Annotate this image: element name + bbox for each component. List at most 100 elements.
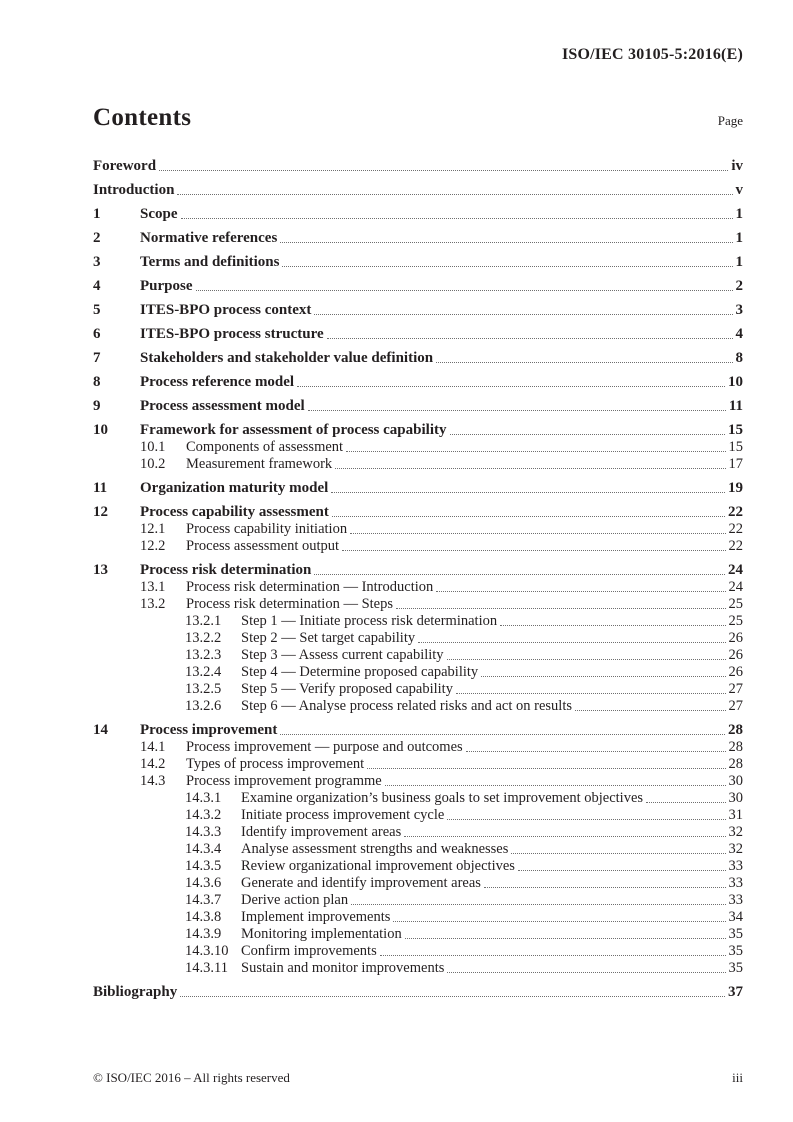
toc-entry-number: 14.3.10 (185, 943, 229, 959)
dot-leader (159, 170, 729, 171)
toc-entry-title: Purpose (140, 278, 193, 294)
toc-entry-number: 13.2.3 (185, 647, 222, 663)
dot-leader (646, 802, 726, 803)
toc-entry: 14.3.2 Initiate process improvement cycle… (93, 807, 743, 824)
dot-leader (314, 574, 725, 575)
toc-entry-page: 28 (728, 722, 743, 738)
toc-entry: 14.1 Process improvement — purpose and ou… (93, 739, 743, 756)
dot-leader (449, 434, 725, 435)
toc-entry-title: Measurement framework (186, 456, 333, 472)
toc-entry-title: Process capability assessment (140, 504, 329, 520)
toc-entry-page: 28 (728, 756, 744, 772)
toc-entry: 6 ITES-BPO process structure 4 (93, 326, 743, 343)
toc-entry-page: 27 (728, 681, 744, 697)
toc-entry-number: 14.3 (140, 773, 166, 789)
contents-header: Contents Page (93, 104, 743, 132)
toc-entry-page: 32 (728, 841, 744, 857)
toc-entry: 13.2.6 Step 6 — Analyse process related r… (93, 698, 743, 715)
toc-entry-page: 37 (728, 984, 743, 1000)
dot-leader (455, 693, 726, 694)
toc-entry: 2 Normative references 1 (93, 230, 743, 247)
toc-entry: Bibliography 37 (93, 984, 743, 1001)
toc-entry-page: 26 (728, 630, 744, 646)
dot-leader (436, 591, 726, 592)
page-column-label: Page (717, 113, 743, 128)
toc-entry-page: 28 (728, 739, 744, 755)
toc-entry-number: 13.2.6 (185, 698, 222, 714)
toc-entry-title: Process improvement programme (186, 773, 382, 789)
toc-entry-title: Stakeholders and stakeholder value defin… (140, 350, 434, 366)
toc-entry: 14.3.6 Generate and identify improvement … (93, 875, 743, 892)
toc-entry: 1 Scope 1 (93, 206, 743, 223)
toc-entry: 3 Terms and definitions 1 (93, 254, 743, 271)
toc-entry-page: 26 (728, 647, 744, 663)
toc-entry: 14.3.10 Confirm improvements 35 (93, 943, 743, 960)
dot-leader (447, 819, 726, 820)
dot-leader (481, 676, 726, 677)
toc-entry-title: Derive action plan (241, 892, 349, 908)
toc-entry: 14.3.4 Analyse assessment strengths and w… (93, 841, 743, 858)
toc-entry: Introduction v (93, 182, 743, 199)
toc-entry-number: 14.3.7 (185, 892, 222, 908)
dot-leader (465, 751, 726, 752)
toc-entry: Foreword iv (93, 158, 743, 175)
toc-entry-title: Implement improvements (241, 909, 391, 925)
toc-entry: 14.3.7 Derive action plan 33 (93, 892, 743, 909)
toc-entry-title: Foreword (93, 158, 157, 174)
toc-entry-number: 13.2.4 (185, 664, 222, 680)
dot-leader (447, 972, 726, 973)
toc-entry-number: 13.1 (140, 579, 166, 595)
dot-leader (342, 550, 726, 551)
toc-entry-page: 22 (728, 521, 744, 537)
toc-entry-page: 24 (728, 562, 743, 578)
toc-entry: 12 Process capability assessment 22 (93, 504, 743, 521)
toc-entry-number: 14.3.4 (185, 841, 222, 857)
toc-entry-page: iv (731, 158, 743, 174)
toc-entry-number: 11 (93, 480, 108, 496)
toc-entry-number: 13.2 (140, 596, 166, 612)
toc-entry-page: 27 (728, 698, 744, 714)
toc-entry: 10.1 Components of assessment 15 (93, 439, 743, 456)
toc-entry-page: 22 (728, 538, 744, 554)
toc-entry-page: 3 (735, 302, 744, 318)
toc-entry-page: 24 (728, 579, 744, 595)
toc-list: Foreword iv Introduction v 1 Scope 1 2 Normative… (93, 151, 743, 1001)
toc-entry-title: Process risk determination — Introductio… (186, 579, 434, 595)
toc-entry-number: 14.3.9 (185, 926, 222, 942)
toc-entry: 9 Process assessment model 11 (93, 398, 743, 415)
dot-leader (393, 921, 726, 922)
toc-entry-title: Process reference model (140, 374, 295, 390)
toc-entry-title: Bibliography (93, 984, 178, 1000)
toc-entry-title: Process risk determination — Steps (186, 596, 394, 612)
toc-entry-number: 1 (93, 206, 101, 222)
toc-entry-number: 13.2.2 (185, 630, 222, 646)
toc-entry-number: 13.2.1 (185, 613, 222, 629)
toc-entry-title: Process improvement (140, 722, 278, 738)
toc-entry-page: 1 (735, 206, 744, 222)
dot-leader (575, 710, 726, 711)
toc-entry-page: 17 (728, 456, 744, 472)
dot-leader (517, 870, 726, 871)
toc-entry-title: Components of assessment (186, 439, 344, 455)
dot-leader (346, 451, 726, 452)
dot-leader (404, 938, 726, 939)
toc-entry-page: 33 (728, 875, 744, 891)
toc-entry-page: 15 (728, 439, 744, 455)
toc-entry-page: 22 (728, 504, 743, 520)
toc-entry-title: ITES-BPO process structure (140, 326, 324, 342)
toc-entry-page: 33 (728, 892, 744, 908)
toc-entry: 14.3.1 Examine organization’s business go… (93, 790, 743, 807)
toc-entry: 14.3.11 Sustain and monitor improvements 3… (93, 960, 743, 977)
toc-entry-title: Monitoring implementation (241, 926, 402, 942)
page-footer: © ISO/IEC 2016 – All rights reserved iii (93, 1070, 743, 1086)
toc-entry-page: 11 (728, 398, 743, 414)
dot-leader (180, 218, 733, 219)
toc-entry-number: 14 (93, 722, 108, 738)
toc-entry-page: 2 (735, 278, 744, 294)
toc-entry-page: 15 (728, 422, 743, 438)
dot-leader (326, 338, 733, 339)
dot-leader (177, 194, 733, 195)
toc-entry-title: Step 4 — Determine proposed capability (241, 664, 479, 680)
dot-leader (350, 533, 726, 534)
